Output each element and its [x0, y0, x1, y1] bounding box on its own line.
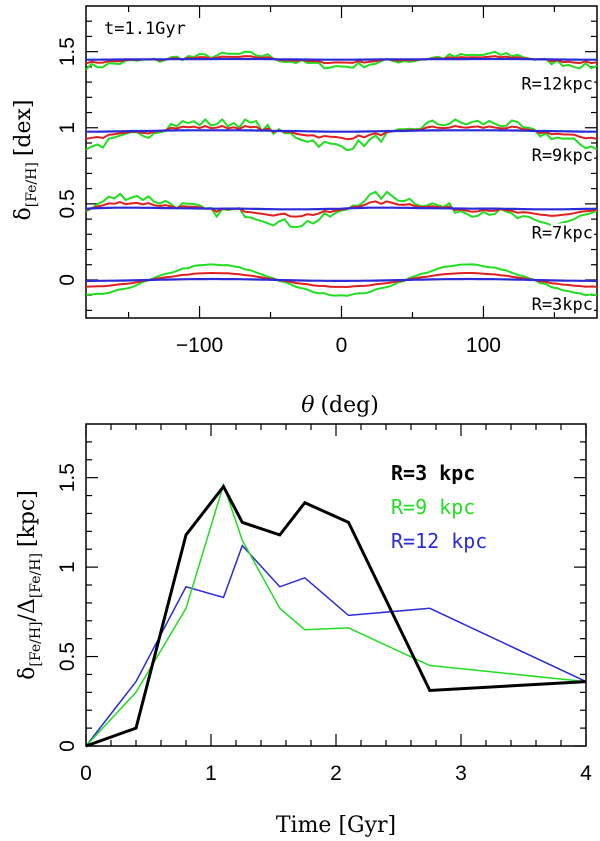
- x-tick-label: 4: [580, 762, 592, 785]
- panel-time-evolution: R=3 kpc R=9 kpc R=12 kpc 0 1 2 3 4 0 0.5 1 1.5 Ti…: [15, 423, 592, 838]
- band-labels: R=12kpc R=9kpc R=7kpc R=3kpc: [519, 72, 596, 318]
- y-tick-labels-top: 0 0.5 1 1.5: [56, 37, 79, 286]
- x-title-theta: θ: [301, 393, 314, 418]
- x-tick-labels-top: −100 0 100: [176, 334, 501, 357]
- panel-metallicity-profiles: R=12kpc R=9kpc R=7kpc R=3kpc t=1.1Gyr −100 0…: [11, 5, 598, 418]
- profile-line-middle: [85, 271, 598, 289]
- x-tick-label: 1: [205, 762, 217, 785]
- series-line: [85, 482, 587, 747]
- x-tick-label: 2: [330, 762, 342, 785]
- lines-top: [85, 50, 598, 297]
- ticks-bottom: [85, 424, 587, 747]
- profile-line-inner: [86, 129, 597, 133]
- x-tick-label: 3: [455, 762, 467, 785]
- y-tick-label: 1.5: [56, 463, 79, 492]
- y-tick-label: 0: [56, 274, 79, 286]
- x-tick-labels-bottom: 0 1 2 3 4: [80, 762, 592, 785]
- y-title-sub: [Fe/H]: [24, 162, 40, 207]
- y-tick-labels-bottom: 0 0.5 1 1.5: [56, 463, 79, 752]
- time-annotation: t=1.1Gyr: [104, 19, 186, 39]
- y2-title-d1: δ: [15, 667, 40, 680]
- band-label: R=12kpc: [521, 74, 593, 94]
- y-tick-label: 1: [56, 561, 79, 573]
- y2-title-slash: /Δ: [15, 598, 40, 621]
- y2-title-unit: [kpc]: [15, 490, 40, 547]
- series-line: [85, 544, 587, 747]
- y-tick-label: 0.5: [56, 189, 79, 218]
- band-label: R=7kpc: [532, 223, 593, 243]
- profile-line-inner: [86, 57, 597, 61]
- x-axis-title-top: θ (deg): [301, 393, 379, 418]
- profile-line-outer: [85, 117, 598, 152]
- x-tick-label: −100: [176, 334, 223, 357]
- profile-line-inner: [86, 277, 597, 282]
- y-axis-title-top: δ[Fe/H] [dex]: [11, 99, 40, 220]
- legend-entry: R=12 kpc: [391, 529, 487, 553]
- profile-line-outer: [85, 50, 598, 71]
- y-axis-title-bottom: δ[Fe/H]/Δ[Fe/H][kpc]: [15, 490, 44, 680]
- y-tick-label: 0: [56, 740, 79, 752]
- band-label: R=9kpc: [532, 146, 593, 166]
- legend-entry: R=9 kpc: [391, 495, 475, 519]
- plot-frame-top: [85, 5, 598, 319]
- x-tick-label: 0: [80, 762, 92, 785]
- profile-line-inner: [85, 206, 598, 211]
- plot-frame-bottom: [85, 423, 587, 747]
- x-tick-label: 100: [466, 334, 501, 357]
- profile-line-outer: [85, 263, 598, 297]
- x-axis-title-bottom: Time [Gyr]: [276, 813, 396, 838]
- lines-bottom: [85, 482, 587, 748]
- y-tick-label: 1: [56, 122, 79, 134]
- band-label: R=3kpc: [532, 295, 593, 315]
- x-title-unit: (deg): [320, 393, 378, 418]
- x-tick-label: 0: [336, 334, 348, 357]
- y-tick-label: 1.5: [56, 37, 79, 66]
- y-tick-label: 0.5: [56, 642, 79, 671]
- y2-title-d2-sub: [Fe/H]: [28, 553, 44, 598]
- ticks-top: [86, 6, 597, 318]
- legend-entry: R=3 kpc: [391, 461, 475, 485]
- y-title-delta: δ: [11, 207, 36, 220]
- profile-line-middle: [85, 124, 598, 141]
- y-title-unit: [dex]: [11, 99, 36, 156]
- legend: R=3 kpc R=9 kpc R=12 kpc: [391, 461, 487, 553]
- series-line: [85, 483, 587, 748]
- y2-title-d1-sub: [Fe/H]: [28, 621, 44, 666]
